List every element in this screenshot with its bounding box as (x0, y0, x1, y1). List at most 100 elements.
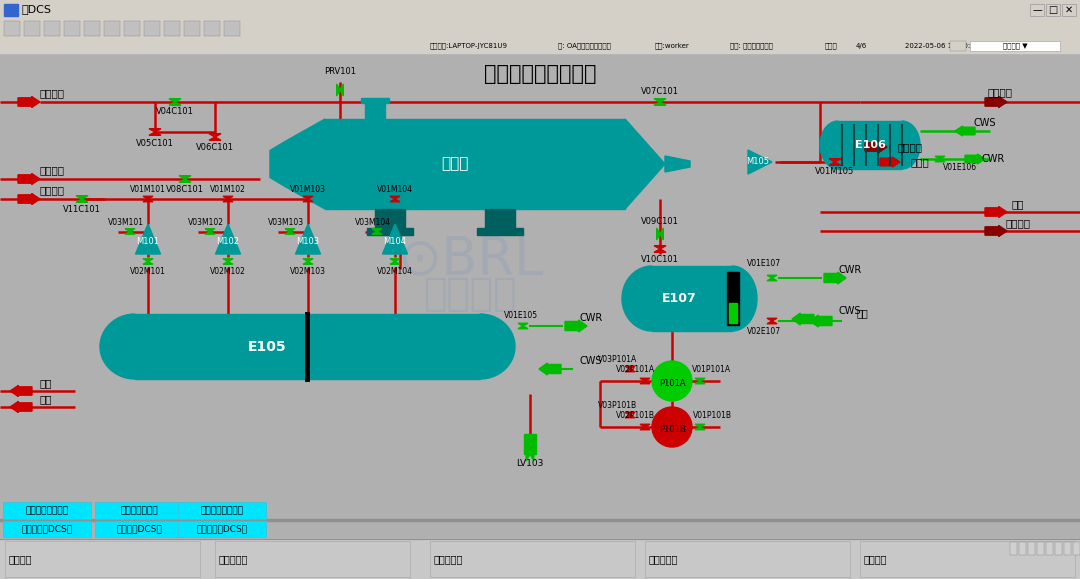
Text: V04C101: V04C101 (157, 108, 194, 116)
Text: 位号描述：: 位号描述： (434, 554, 463, 564)
Text: 画面: 蒸汽系统现场图: 画面: 蒸汽系统现场图 (730, 43, 773, 49)
Bar (0, 53, 1080, 521)
Text: CWR: CWR (579, 313, 603, 323)
Bar (5, 541, 200, 577)
Text: 补水: 补水 (856, 308, 868, 318)
Bar (1055, 542, 1062, 555)
Bar (95, 521, 183, 537)
Text: 位号名：: 位号名： (9, 554, 32, 564)
Text: V03M102: V03M102 (188, 218, 224, 227)
Polygon shape (222, 196, 233, 201)
Bar (860, 541, 1075, 577)
Bar (838, 121, 902, 169)
Polygon shape (622, 266, 652, 331)
Polygon shape (565, 320, 588, 332)
Text: V01M101: V01M101 (130, 185, 166, 193)
Polygon shape (654, 98, 666, 105)
Circle shape (652, 361, 692, 401)
Text: V01M103: V01M103 (291, 185, 326, 193)
Bar (204, 21, 220, 36)
Bar (645, 541, 850, 577)
Text: 蒸汽系统DCS图: 蒸汽系统DCS图 (117, 525, 162, 533)
Polygon shape (792, 313, 814, 325)
Text: V03P101A: V03P101A (598, 354, 637, 364)
Bar (0, 501, 1080, 521)
Circle shape (652, 407, 692, 447)
Text: 汽轮机: 汽轮机 (442, 156, 469, 171)
Text: M101: M101 (136, 237, 160, 246)
Text: V01M104: V01M104 (377, 185, 413, 193)
Text: V11C101: V11C101 (63, 206, 100, 214)
Text: E105: E105 (247, 340, 286, 354)
Polygon shape (625, 412, 635, 418)
Bar (0, 521, 1080, 539)
Polygon shape (820, 121, 838, 169)
Text: —: — (1032, 5, 1042, 15)
Bar (144, 21, 160, 36)
Text: 计算机名:LAPTOP-JYC81U9: 计算机名:LAPTOP-JYC81U9 (430, 43, 508, 49)
Text: V03P101B: V03P101B (598, 401, 637, 409)
Text: 中压蒸汽: 中压蒸汽 (1005, 218, 1030, 228)
Bar (361, 98, 389, 103)
Text: 低压蒸汽: 低压蒸汽 (40, 165, 65, 175)
Bar (3, 502, 91, 519)
Bar (224, 21, 240, 36)
Bar (970, 41, 1059, 51)
Polygon shape (966, 154, 985, 164)
Text: 用户:worker: 用户:worker (654, 43, 690, 49)
Polygon shape (767, 275, 777, 281)
Polygon shape (216, 224, 241, 254)
Polygon shape (205, 229, 215, 234)
Polygon shape (665, 156, 690, 172)
Polygon shape (640, 378, 650, 384)
Text: CWS: CWS (839, 306, 861, 316)
Polygon shape (824, 272, 846, 284)
Polygon shape (696, 424, 705, 430)
Polygon shape (865, 141, 887, 152)
Bar (1028, 542, 1035, 555)
Bar (95, 502, 183, 519)
Polygon shape (480, 314, 515, 379)
Polygon shape (10, 386, 32, 397)
Text: V02M103: V02M103 (291, 267, 326, 276)
Bar (1047, 542, 1053, 555)
Text: 高压蒸汽: 高压蒸汽 (40, 88, 65, 98)
Text: ✕: ✕ (1065, 5, 1074, 15)
Polygon shape (285, 119, 325, 209)
Polygon shape (829, 159, 841, 165)
Text: 润滑油系统现场图: 润滑油系统现场图 (201, 506, 243, 515)
Text: V02E107: V02E107 (747, 327, 781, 335)
Polygon shape (303, 196, 313, 201)
Bar (727, 272, 739, 325)
Bar (3, 521, 91, 537)
Polygon shape (732, 266, 757, 331)
Text: V02M102: V02M102 (211, 267, 246, 276)
Text: V01E107: V01E107 (747, 259, 781, 269)
Polygon shape (372, 229, 382, 234)
Text: PRV101: PRV101 (324, 68, 356, 76)
Text: V02P101A: V02P101A (616, 365, 654, 375)
Bar (0, 39, 1080, 53)
Text: 二、蒸汽系统现场图: 二、蒸汽系统现场图 (484, 64, 596, 84)
Text: V09C101: V09C101 (642, 218, 679, 226)
Bar (4, 4, 18, 16)
Text: 蒸汽系统现场图: 蒸汽系统现场图 (120, 506, 158, 515)
Bar (1020, 542, 1026, 555)
Polygon shape (767, 318, 777, 324)
Text: 润滑油系统DCS图: 润滑油系统DCS图 (197, 525, 247, 533)
Bar (24, 21, 40, 36)
Text: 仪表面板 ▼: 仪表面板 ▼ (1002, 43, 1027, 49)
Bar (1010, 542, 1017, 555)
Polygon shape (270, 141, 285, 186)
Polygon shape (696, 378, 705, 384)
Bar (325, 119, 625, 209)
Text: P101A: P101A (659, 379, 686, 389)
Text: 4/6: 4/6 (856, 43, 867, 49)
Text: 工艺气系统DCS图: 工艺气系统DCS图 (22, 525, 72, 533)
Text: V03M104: V03M104 (355, 218, 391, 227)
Bar (0, 0, 1080, 18)
Polygon shape (382, 224, 407, 254)
Text: E107: E107 (662, 292, 697, 306)
Text: V01E105: V01E105 (504, 312, 538, 321)
Text: V03M103: V03M103 (268, 218, 305, 227)
